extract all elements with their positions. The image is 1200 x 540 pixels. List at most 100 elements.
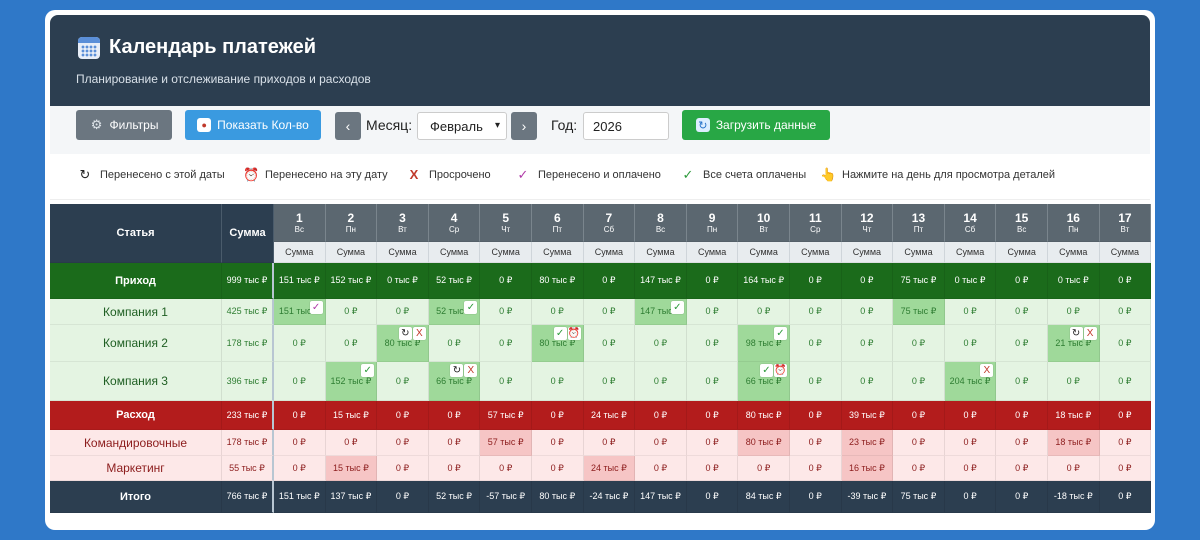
- day-cell[interactable]: 0 ₽: [944, 299, 997, 325]
- day-header[interactable]: 12 Чт: [841, 204, 894, 242]
- day-cell[interactable]: 0 ₽: [841, 362, 894, 401]
- day-cell[interactable]: 0 ₽: [532, 362, 584, 401]
- row-label[interactable]: Командировочные: [50, 430, 222, 456]
- day-cell[interactable]: 0 ₽: [428, 325, 481, 362]
- day-cell[interactable]: 0 ₽: [532, 299, 584, 325]
- day-cell[interactable]: 57 тыс ₽: [480, 430, 532, 456]
- day-cell[interactable]: 0 ₽: [790, 481, 842, 513]
- day-cell[interactable]: 0 ₽: [996, 299, 1048, 325]
- day-cell[interactable]: 147 тыс ₽: [635, 481, 687, 513]
- day-cell[interactable]: 0 ₽: [377, 481, 429, 513]
- day-cell[interactable]: 0 ₽: [686, 325, 739, 362]
- day-cell[interactable]: 0 ₽: [377, 401, 429, 430]
- day-cell[interactable]: 0 ₽: [274, 325, 326, 362]
- row-label[interactable]: Маркетинг: [50, 456, 222, 481]
- day-cell[interactable]: 0 ₽: [893, 401, 945, 430]
- day-cell[interactable]: 0 ₽: [532, 430, 584, 456]
- day-cell[interactable]: 0 ₽: [583, 299, 636, 325]
- day-cell[interactable]: 0 ₽: [790, 430, 842, 456]
- day-cell[interactable]: 0 ₽: [841, 263, 894, 299]
- day-cell[interactable]: 0 ₽: [790, 401, 842, 430]
- day-cell[interactable]: -24 тыс ₽: [583, 481, 636, 513]
- day-cell[interactable]: 0 ₽: [1099, 299, 1152, 325]
- day-cell[interactable]: 147 тыс ₽ ✓: [635, 299, 687, 325]
- day-cell[interactable]: 0 ₽: [583, 325, 636, 362]
- day-cell[interactable]: 80 тыс ₽: [532, 263, 584, 299]
- day-header[interactable]: 15 Вс: [996, 204, 1048, 242]
- day-cell[interactable]: 24 тыс ₽: [583, 401, 636, 430]
- day-header[interactable]: 14 Сб: [944, 204, 997, 242]
- day-cell[interactable]: 0 ₽: [1099, 362, 1152, 401]
- day-cell[interactable]: 0 ₽: [893, 456, 945, 481]
- day-cell[interactable]: 0 ₽: [893, 362, 945, 401]
- prev-month-button[interactable]: ‹: [335, 112, 361, 140]
- day-header[interactable]: 17 Вт: [1099, 204, 1152, 242]
- day-header[interactable]: 16 Пн: [1048, 204, 1100, 242]
- day-cell[interactable]: 0 ₽: [635, 325, 687, 362]
- day-cell[interactable]: 0 ₽: [893, 430, 945, 456]
- day-header[interactable]: 8 Вс: [635, 204, 687, 242]
- day-cell[interactable]: 18 тыс ₽: [1048, 430, 1100, 456]
- day-cell[interactable]: 0 ₽: [1048, 456, 1100, 481]
- day-cell[interactable]: 15 тыс ₽: [325, 401, 378, 430]
- day-cell[interactable]: 151 тыс ₽: [274, 263, 326, 299]
- day-cell[interactable]: 18 тыс ₽: [1048, 401, 1100, 430]
- day-cell[interactable]: 75 тыс ₽: [893, 299, 945, 325]
- day-header[interactable]: 5 Чт: [480, 204, 532, 242]
- day-cell[interactable]: 0 ₽: [428, 456, 481, 481]
- year-input[interactable]: 2026: [583, 112, 669, 140]
- day-cell[interactable]: 204 тыс ₽ X: [944, 362, 997, 401]
- day-header[interactable]: 13 Пт: [893, 204, 945, 242]
- day-header[interactable]: 3 Вт: [377, 204, 429, 242]
- day-cell[interactable]: 0 ₽: [686, 481, 739, 513]
- day-cell[interactable]: 23 тыс ₽: [841, 430, 894, 456]
- day-cell[interactable]: -39 тыс ₽: [841, 481, 894, 513]
- day-cell[interactable]: 75 тыс ₽: [893, 481, 945, 513]
- day-cell[interactable]: 0 ₽: [996, 362, 1048, 401]
- day-cell[interactable]: 0 ₽: [996, 456, 1048, 481]
- day-cell[interactable]: 0 ₽: [996, 481, 1048, 513]
- day-cell[interactable]: 0 ₽: [377, 430, 429, 456]
- day-header[interactable]: 2 Пн: [325, 204, 378, 242]
- day-cell[interactable]: 24 тыс ₽: [583, 456, 636, 481]
- day-cell[interactable]: 0 ₽: [1099, 401, 1152, 430]
- day-cell[interactable]: 0 ₽: [583, 430, 636, 456]
- day-cell[interactable]: 16 тыс ₽: [841, 456, 894, 481]
- day-cell[interactable]: 152 тыс ₽ ✓: [325, 362, 378, 401]
- day-cell[interactable]: 0 ₽: [841, 299, 894, 325]
- filters-button[interactable]: ⚙ Фильтры: [76, 110, 172, 140]
- day-cell[interactable]: 0 ₽: [686, 401, 739, 430]
- day-cell[interactable]: 0 ₽: [583, 362, 636, 401]
- day-cell[interactable]: 0 ₽: [686, 430, 739, 456]
- next-month-button[interactable]: ›: [511, 112, 537, 140]
- day-cell[interactable]: 80 тыс ₽ ↻ X: [377, 325, 429, 362]
- day-cell[interactable]: 0 ₽: [738, 299, 790, 325]
- day-cell[interactable]: 0 ₽: [274, 362, 326, 401]
- day-cell[interactable]: 0 ₽: [274, 456, 326, 481]
- day-cell[interactable]: 0 ₽: [480, 362, 532, 401]
- row-label[interactable]: Компания 1: [50, 299, 222, 325]
- day-cell[interactable]: 0 ₽: [325, 430, 378, 456]
- day-cell[interactable]: 0 ₽: [738, 456, 790, 481]
- day-cell[interactable]: 39 тыс ₽: [841, 401, 894, 430]
- day-header[interactable]: 1 Вс: [274, 204, 326, 242]
- day-cell[interactable]: 0 ₽: [1099, 481, 1152, 513]
- day-cell[interactable]: 151 тыс ₽ ✓: [274, 299, 326, 325]
- day-cell[interactable]: -57 тыс ₽: [480, 481, 532, 513]
- day-cell[interactable]: 0 ₽: [377, 456, 429, 481]
- day-header[interactable]: 6 Пт: [532, 204, 584, 242]
- day-cell[interactable]: 0 ₽: [1048, 299, 1100, 325]
- day-cell[interactable]: -18 тыс ₽: [1048, 481, 1100, 513]
- day-cell[interactable]: 0 ₽: [686, 299, 739, 325]
- day-cell[interactable]: 0 ₽: [686, 456, 739, 481]
- row-label[interactable]: Компания 3: [50, 362, 222, 401]
- day-cell[interactable]: 0 ₽: [996, 325, 1048, 362]
- day-cell[interactable]: 0 ₽: [1099, 263, 1152, 299]
- day-cell[interactable]: 0 ₽: [944, 456, 997, 481]
- day-cell[interactable]: 52 тыс ₽ ✓: [428, 299, 481, 325]
- day-cell[interactable]: 0 ₽: [428, 430, 481, 456]
- day-cell[interactable]: 0 ₽: [996, 263, 1048, 299]
- day-cell[interactable]: 0 ₽: [841, 325, 894, 362]
- day-cell[interactable]: 0 ₽: [480, 299, 532, 325]
- day-cell[interactable]: 0 ₽: [532, 456, 584, 481]
